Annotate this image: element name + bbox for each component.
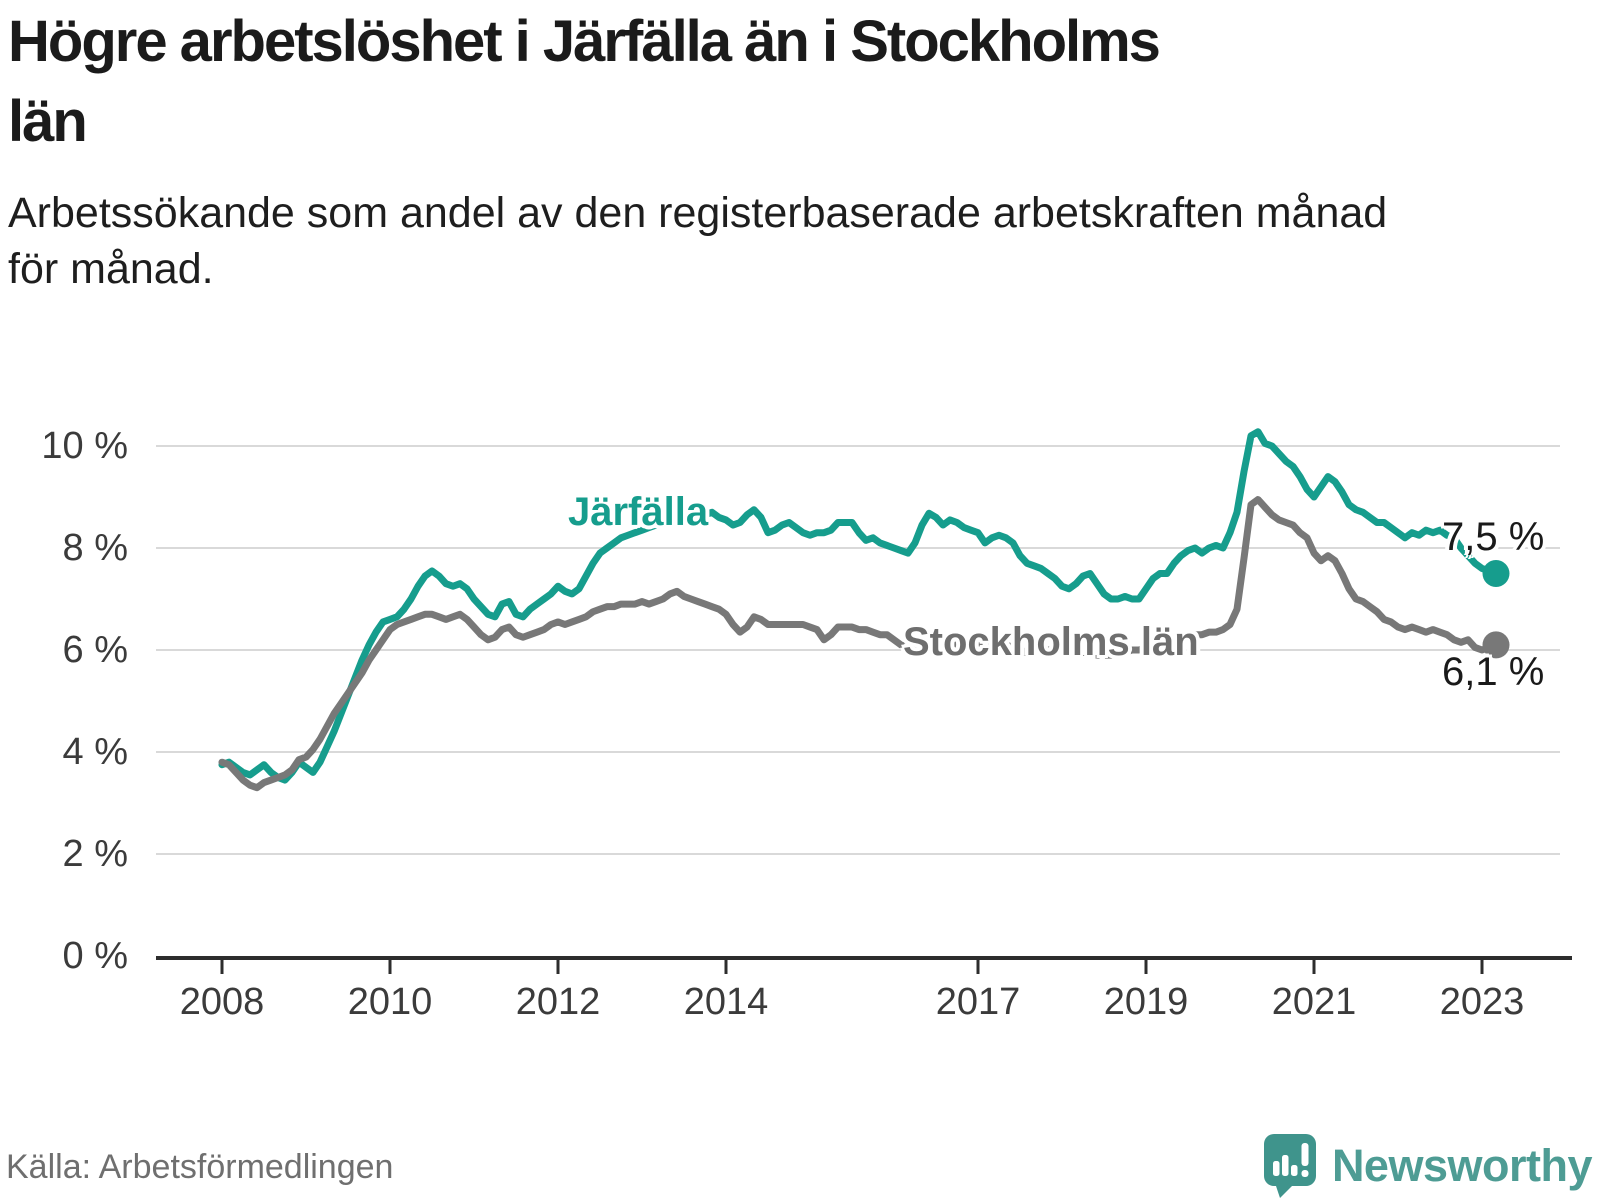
newsworthy-wordmark: Newsworthy (1331, 1140, 1593, 1191)
x-axis-label-2012: 2012 (515, 981, 601, 1023)
series-label-stockholms-lan: Stockholms län (903, 620, 1199, 664)
end-value-label-stockholms-lan: 6,1 % (1442, 650, 1545, 694)
series-label-jarfalla: Järfälla (568, 490, 709, 534)
y-axis-label-2: 2 % (62, 833, 128, 875)
x-axis-label-2014: 2014 (683, 981, 769, 1023)
y-axis-label-6: 6 % (62, 629, 128, 671)
newsworthy-logo: Newsworthy (1263, 1134, 1593, 1198)
y-axis-label-8: 8 % (62, 527, 128, 569)
newsworthy-bubble-icon (1263, 1134, 1316, 1198)
x-axis-label-2019: 2019 (1103, 981, 1189, 1023)
chart-title: Högre arbetslöshet i Järfälla än i Stock… (8, 9, 1161, 155)
x-axis-label-2021: 2021 (1271, 981, 1357, 1023)
source-note: Källa: Arbetsförmedlingen (6, 1148, 394, 1186)
y-axis-label-0: 0 % (62, 935, 128, 977)
x-axis-label-2008: 2008 (179, 981, 265, 1023)
x-axis-label-2010: 2010 (347, 981, 433, 1023)
chart-subtitle: Arbetssökande som andel av den registerb… (8, 189, 1388, 293)
x-axis-label-2017: 2017 (935, 981, 1021, 1023)
x-axis-label-2023: 2023 (1439, 981, 1525, 1023)
y-axis-label-4: 4 % (62, 731, 128, 773)
end-value-label-jarfalla: 7,5 % (1442, 515, 1545, 559)
y-axis-label-10: 10 % (41, 425, 128, 467)
